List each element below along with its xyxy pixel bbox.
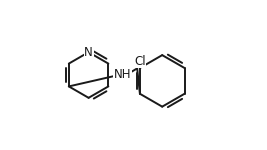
Text: NH: NH [114,69,131,81]
Text: Cl: Cl [134,55,146,68]
Text: N: N [84,46,93,59]
